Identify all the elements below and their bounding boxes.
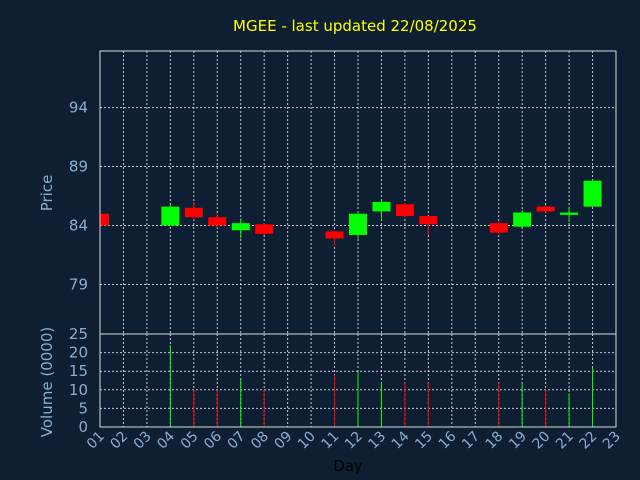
volume-series	[169, 345, 594, 427]
day-axis: 01 02 03 04 05 06 07 08 09 10 11 12 13 14 15 16 17 18 19 20…	[84, 428, 624, 452]
day-tick-label: 13	[365, 429, 389, 453]
day-tick-label: 08	[248, 429, 272, 453]
day-tick-label: 22	[576, 429, 600, 453]
day-tick-label: 12	[342, 429, 366, 453]
candle-body	[560, 212, 579, 215]
day-axis-label: Day	[333, 457, 363, 475]
day-tick-label: 07	[225, 429, 249, 453]
day-tick-label: 09	[272, 429, 296, 453]
day-tick-label: 15	[412, 429, 436, 453]
candle-body	[255, 224, 274, 234]
day-tick-label: 14	[389, 428, 413, 452]
price-axis-label: Price	[38, 175, 56, 212]
price-tick-label: 84	[69, 217, 88, 235]
candle-body	[184, 207, 203, 218]
candle-body	[100, 213, 109, 226]
day-tick-label: 19	[506, 429, 530, 453]
day-tick-label: 21	[553, 429, 577, 453]
day-tick-label: 06	[201, 428, 225, 452]
chart-title: MGEE - last updated 22/08/2025	[233, 17, 477, 35]
volume-tick-label: 20	[69, 344, 88, 362]
candle-body	[419, 216, 438, 225]
candle-body	[349, 213, 367, 235]
day-tick-label: 03	[131, 429, 155, 453]
day-tick-label: 17	[459, 429, 483, 453]
price-grid	[99, 51, 617, 334]
candle-body	[325, 231, 344, 239]
candle-body	[395, 204, 414, 217]
candle-body	[208, 217, 227, 226]
volume-axis-label: Volume (0000)	[38, 327, 56, 437]
volume-tick-label: 10	[69, 381, 88, 399]
price-tick-label: 94	[69, 99, 88, 117]
candle-body	[583, 180, 602, 207]
price-tick-label: 89	[69, 158, 88, 176]
volume-tick-label: 15	[69, 362, 88, 380]
day-tick-label: 05	[178, 429, 202, 453]
day-tick-label: 16	[436, 428, 460, 452]
day-tick-label: 11	[318, 429, 342, 453]
candle-body	[161, 206, 180, 226]
candle-body	[536, 206, 555, 212]
volume-tick-label: 25	[69, 325, 88, 343]
price-axis: 79 84 89 94	[69, 99, 88, 294]
day-tick-label: 10	[295, 429, 319, 453]
day-tick-label: 18	[483, 429, 507, 453]
day-tick-label: 20	[530, 429, 554, 453]
day-tick-label: 23	[600, 429, 624, 453]
candle-body	[231, 223, 250, 231]
volume-tick-label: 0	[78, 418, 88, 436]
volume-panel-frame	[99, 333, 617, 428]
candle-body	[489, 223, 508, 233]
volume-tick-label: 5	[78, 399, 88, 417]
candle-series	[99, 179, 602, 246]
day-tick-label: 04	[154, 428, 178, 452]
price-tick-label: 79	[69, 275, 88, 293]
candle-body	[372, 201, 391, 212]
day-tick-label: 02	[107, 429, 131, 453]
candle-body	[513, 212, 532, 227]
